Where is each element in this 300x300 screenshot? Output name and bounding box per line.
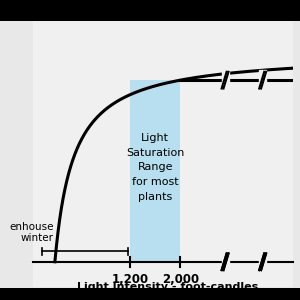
Text: Light Intensity - foot-candles: Light Intensity - foot-candles [77, 282, 258, 292]
Text: enhouse
winter: enhouse winter [9, 222, 54, 243]
Text: 2,000: 2,000 [162, 273, 199, 286]
Text: Light
Saturation
Range
for most
plants: Light Saturation Range for most plants [126, 133, 184, 202]
Bar [130, 80, 180, 262]
Text: 1,200: 1,200 [112, 273, 149, 286]
